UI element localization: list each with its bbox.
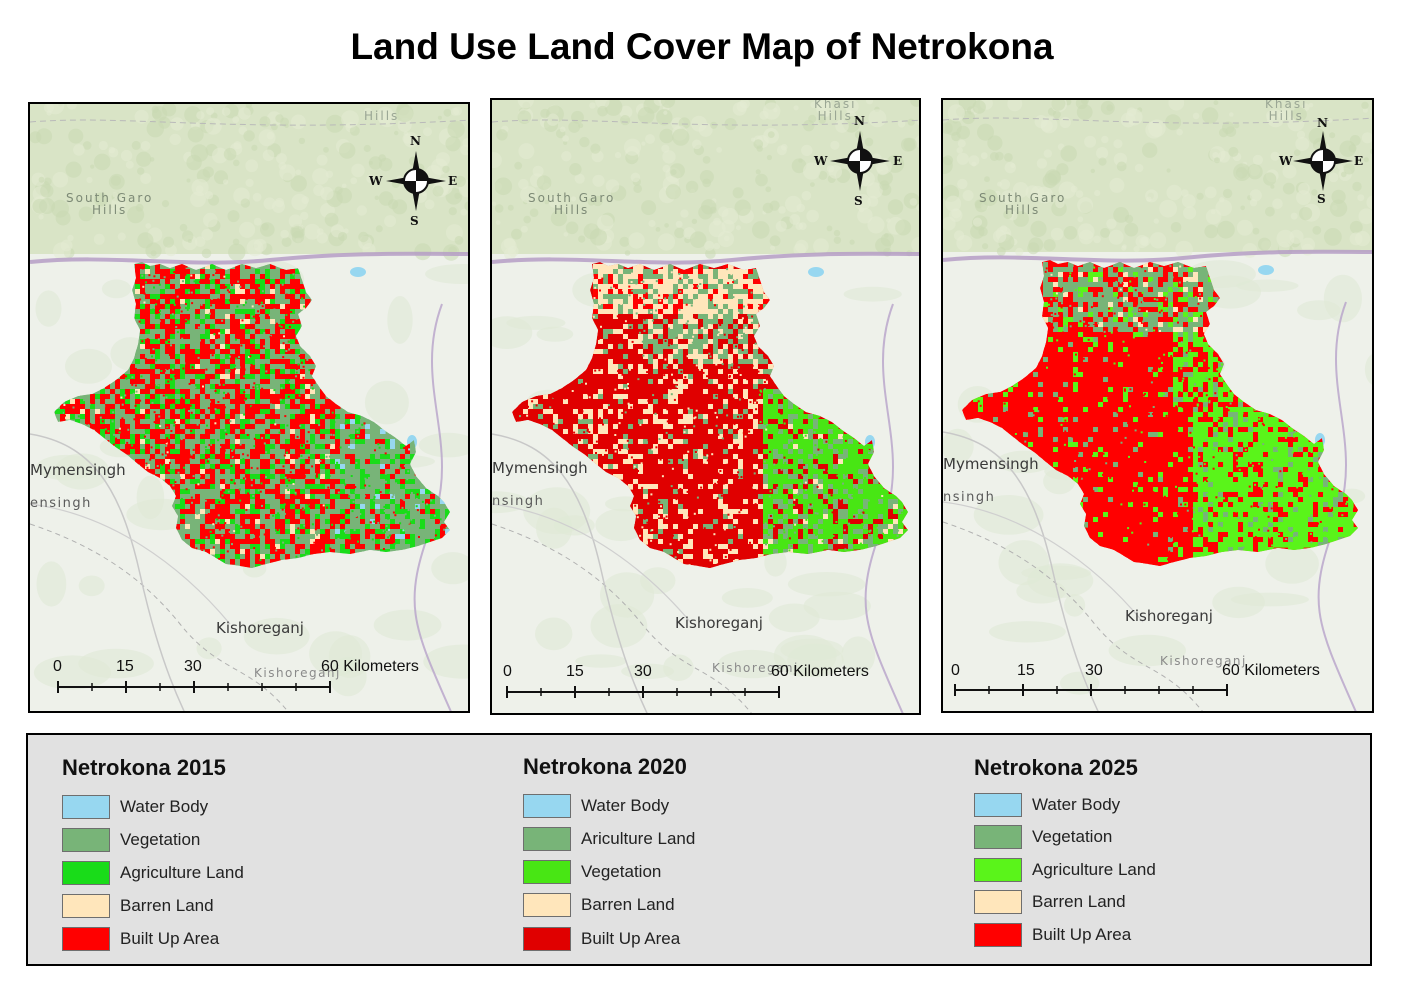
mymensingh-faint-label: nsingh <box>943 490 996 505</box>
swatch <box>62 828 110 852</box>
khasi-hills-label: Khasi Hills <box>1265 98 1308 123</box>
compass-s: S <box>410 214 419 228</box>
south-garo-hills-label: South Garo Hills <box>66 191 154 217</box>
map-canvas-2015 <box>30 104 468 711</box>
scale-tick-0: 0 <box>951 662 960 679</box>
map-canvas-2025 <box>943 100 1372 711</box>
map-panel-2020: Khasi Hills South Garo Hills Mymensingh … <box>490 98 921 715</box>
legend-label: Barren Land <box>1032 892 1126 911</box>
legend-label: Built Up Area <box>1032 925 1132 944</box>
compass-e: E <box>1354 154 1364 168</box>
khasi-hills-label: Khasi Hills <box>814 98 857 123</box>
scale-tick-60: 60 Kilometers <box>1222 662 1320 679</box>
swatch <box>62 795 110 819</box>
compass-w: W <box>369 174 383 188</box>
legend-title: Netrokona 2025 <box>974 755 1138 780</box>
scale-tick-0: 0 <box>503 663 512 680</box>
scale-tick-0: 0 <box>53 658 62 675</box>
swatch <box>523 794 571 818</box>
compass-n: N <box>410 134 421 148</box>
compass-s: S <box>1317 192 1326 206</box>
legend-label: Water Body <box>1032 795 1121 814</box>
scale-tick-60: 60 Kilometers <box>771 663 869 680</box>
swatch <box>62 861 110 885</box>
legend-label: Vegetation <box>1032 827 1113 846</box>
swatch <box>62 927 110 951</box>
legend-label: Water Body <box>581 796 670 815</box>
swatch <box>523 860 571 884</box>
kishoreganj-faint-label: Kishoreganj <box>712 661 799 675</box>
legend-label: Barren Land <box>120 896 214 915</box>
mymensingh-label: Mymensingh <box>30 461 126 479</box>
scale-tick-30: 30 <box>184 658 202 675</box>
mymensingh-label: Mymensingh <box>943 455 1039 473</box>
swatch <box>974 890 1022 914</box>
compass-e: E <box>893 154 903 168</box>
compass-n: N <box>854 114 865 128</box>
swatch <box>974 858 1022 882</box>
swatch <box>523 827 571 851</box>
legend-title: Netrokona 2020 <box>523 754 687 779</box>
legend-label: Vegetation <box>120 830 201 849</box>
legend-label: Barren Land <box>581 895 675 914</box>
south-garo-hills-label: South Garo Hills <box>979 191 1067 217</box>
compass-n: N <box>1317 116 1328 130</box>
swatch <box>974 793 1022 817</box>
legend-title: Netrokona 2015 <box>62 755 226 780</box>
swatch <box>974 825 1022 849</box>
scale-tick-15: 15 <box>116 658 134 675</box>
compass-w: W <box>814 154 828 168</box>
compass-e: E <box>448 174 458 188</box>
scale-tick-30: 30 <box>634 663 652 680</box>
swatch <box>974 923 1022 947</box>
kishoreganj-label: Kishoreganj <box>216 619 304 637</box>
swatch <box>523 893 571 917</box>
mymensingh-faint-label: nsingh <box>492 494 545 509</box>
mymensingh-label: Mymensingh <box>492 459 588 477</box>
scale-tick-60: 60 Kilometers <box>321 658 419 675</box>
mymensingh-faint-label: ensingh <box>30 496 92 511</box>
kishoreganj-faint-label: Kishoreganj <box>254 666 341 680</box>
compass-s: S <box>854 194 863 208</box>
legend-label: Built Up Area <box>581 929 681 948</box>
kishoreganj-faint-label: Kishoreganj <box>1160 654 1247 668</box>
scale-tick-15: 15 <box>566 663 584 680</box>
legend-box: Netrokona 2015 Water Body Vegetation Agr… <box>26 733 1372 966</box>
scale-tick-15: 15 <box>1017 662 1035 679</box>
compass-w: W <box>1279 154 1293 168</box>
kishoreganj-label: Kishoreganj <box>675 614 763 632</box>
legend-label: Vegetation <box>581 862 662 881</box>
map-panel-2015: Hills South Garo Hills Mymensingh ensing… <box>28 102 470 713</box>
swatch <box>62 894 110 918</box>
legend-label: Built Up Area <box>120 929 220 948</box>
map-panel-2025: Khasi Hills South Garo Hills Mymensingh … <box>941 98 1374 713</box>
hills-label: Hills <box>364 109 400 123</box>
map-canvas-2020 <box>492 100 919 713</box>
south-garo-hills-label: South Garo Hills <box>528 191 616 217</box>
kishoreganj-label: Kishoreganj <box>1125 607 1213 625</box>
legend-label: Ariculture Land <box>581 829 696 848</box>
scale-tick-30: 30 <box>1085 662 1103 679</box>
map-title: Land Use Land Cover Map of Netrokona <box>350 26 1054 67</box>
swatch <box>523 927 571 951</box>
legend-label: Agriculture Land <box>1032 860 1156 879</box>
legend-label: Water Body <box>120 797 209 816</box>
legend-label: Agriculture Land <box>120 863 244 882</box>
